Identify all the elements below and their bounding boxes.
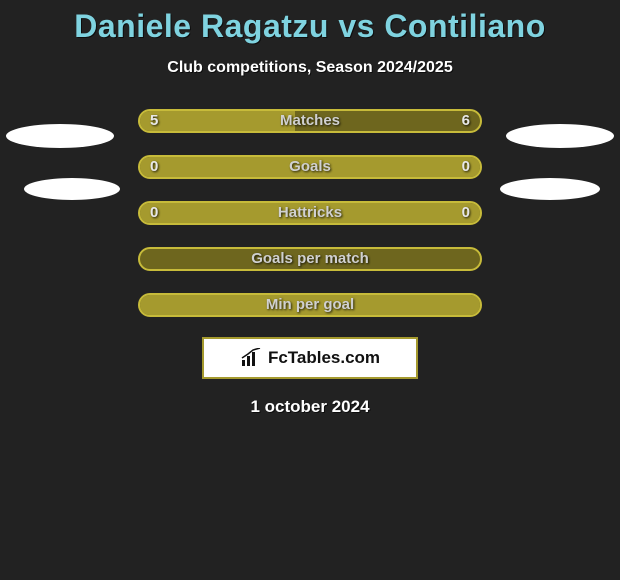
stat-row: Min per goal (0, 293, 620, 317)
stat-label: Matches (138, 109, 482, 133)
stat-label: Hattricks (138, 201, 482, 225)
stat-row: Goals per match (0, 247, 620, 271)
stat-value-left: 0 (150, 201, 158, 225)
stat-value-right: 6 (462, 109, 470, 133)
stat-value-right: 0 (462, 155, 470, 179)
comparison-title: Daniele Ragatzu vs Contiliano (0, 0, 620, 45)
placeholder-ellipse (506, 124, 614, 148)
stat-label: Min per goal (138, 293, 482, 317)
chart-icon (240, 348, 262, 368)
site-logo: FcTables.com (202, 337, 418, 379)
stat-value-left: 0 (150, 155, 158, 179)
placeholder-ellipse (24, 178, 120, 200)
logo-text: FcTables.com (268, 348, 380, 368)
stat-label: Goals (138, 155, 482, 179)
stat-row: Goals0 0 (0, 155, 620, 179)
stat-row: Hattricks0 0 (0, 201, 620, 225)
stat-value-right: 0 (462, 201, 470, 225)
placeholder-ellipse (500, 178, 600, 200)
comparison-subtitle: Club competitions, Season 2024/2025 (0, 59, 620, 77)
stat-value-left: 5 (150, 109, 158, 133)
snapshot-date: 1 october 2024 (0, 397, 620, 417)
placeholder-ellipse (6, 124, 114, 148)
stat-label: Goals per match (138, 247, 482, 271)
